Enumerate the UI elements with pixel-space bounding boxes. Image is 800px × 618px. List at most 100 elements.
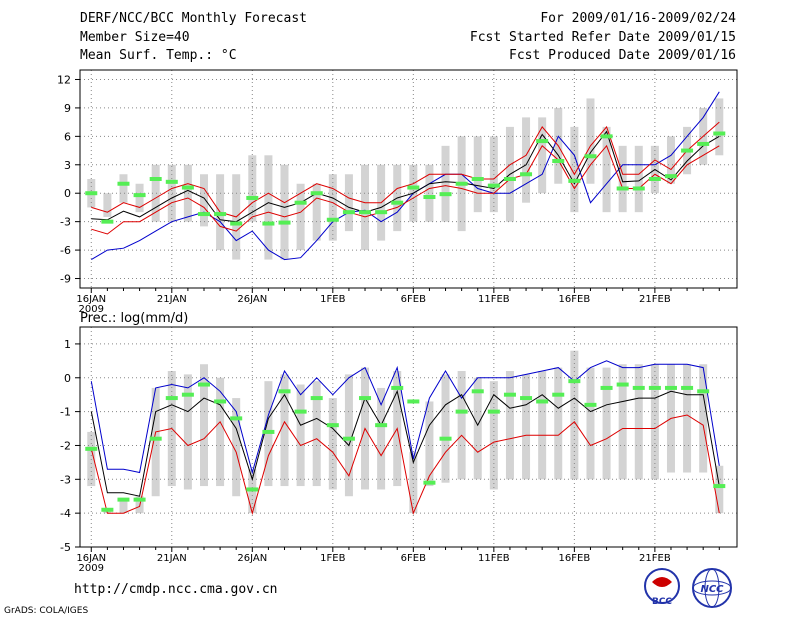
ensemble-box (119, 499, 128, 514)
observation-marker (85, 446, 98, 451)
observation-marker (664, 174, 677, 179)
observation-marker (278, 389, 291, 394)
ncc-logo-icon: NCC (692, 568, 732, 608)
temperature-panel: -9 -6 -3 0 3 6 9 12 16JAN 21JAN 26JAN 1FEB 6FEB 11FEB… (57, 69, 738, 315)
ensemble-box (409, 452, 418, 514)
produced-date: Fcst Produced Date 2009/01/16 (509, 48, 736, 63)
observation-marker (536, 139, 549, 144)
ensemble-box (522, 117, 531, 203)
observation-marker (181, 392, 194, 397)
ensemble-box (602, 126, 611, 213)
ensemble-box (457, 371, 466, 480)
observation-marker (165, 179, 178, 184)
lower-percentile-line (91, 144, 720, 235)
x-tick-label: 6FEB (401, 294, 426, 305)
ensemble-box (505, 371, 514, 480)
ensemble-box (425, 164, 434, 222)
observation-marker (503, 392, 516, 397)
ensemble-box (151, 164, 160, 222)
observation-marker (117, 497, 130, 502)
ensemble-box (296, 183, 305, 251)
observation-marker (407, 185, 420, 190)
variable-label: Mean Surf. Temp.: °C (80, 48, 237, 63)
x-tick-label: 11FEB (478, 294, 510, 305)
observation-marker (681, 148, 694, 153)
observation-marker (616, 186, 629, 191)
observation-marker (552, 158, 565, 163)
observation-marker (230, 221, 243, 226)
observation-marker (439, 436, 452, 441)
mean-line (90, 389, 720, 497)
x-tick-label: 1FEB (320, 294, 345, 305)
observation-marker (165, 396, 178, 401)
ensemble-box (296, 384, 305, 487)
observation-marker (439, 192, 452, 197)
ensemble-box (344, 374, 353, 497)
x-tick-label: 16JAN (76, 553, 106, 564)
x-year-label: 2009 (79, 304, 104, 315)
observation-marker (149, 436, 162, 441)
ensemble-box (312, 183, 321, 241)
observation-marker (697, 389, 710, 394)
ensemble-box (634, 145, 643, 213)
observation-marker (536, 399, 549, 404)
ensemble-box (119, 174, 128, 203)
observation-marker (520, 172, 533, 177)
observation-marker (342, 210, 355, 215)
observation-marker (520, 396, 533, 401)
x-tick-label: 16FEB (559, 553, 591, 564)
ensemble-box (216, 377, 225, 487)
ensemble-box (538, 371, 547, 480)
observation-marker (230, 416, 243, 421)
plot-frame (79, 326, 738, 548)
y-tick-label: 9 (64, 102, 71, 115)
observation-marker (584, 402, 597, 407)
ncc-logo-text: NCC (700, 584, 724, 595)
observation-marker (197, 212, 210, 217)
ensemble-box (618, 364, 627, 480)
forecast-period: For 2009/01/16-2009/02/24 (540, 11, 736, 26)
x-tick-label: 1FEB (320, 553, 345, 564)
observation-marker (133, 193, 146, 198)
x-tick-label: 6FEB (401, 553, 426, 564)
observation-marker (101, 507, 114, 512)
ensemble-box (538, 117, 547, 194)
y-tick-label: -5 (60, 541, 71, 554)
ensemble-box (232, 398, 241, 497)
ensemble-box (586, 367, 595, 480)
observation-marker (632, 385, 645, 390)
observation-marker (262, 429, 275, 434)
ensemble-box (103, 193, 112, 217)
observation-marker (423, 480, 436, 485)
mean-line (91, 130, 720, 223)
y-tick-label: 0 (64, 187, 71, 200)
ensemble-box (473, 136, 482, 213)
observation-marker (359, 396, 372, 401)
ensemble-box (361, 164, 370, 251)
source-url[interactable]: http://cmdp.ncc.cma.gov.cn (74, 582, 278, 597)
observation-marker (552, 392, 565, 397)
ensemble-box (586, 98, 595, 184)
ensemble-box (522, 374, 531, 480)
observation-marker (246, 195, 259, 200)
observation-marker (214, 399, 227, 404)
start-date: Fcst Started Refer Date 2009/01/15 (469, 30, 736, 45)
observation-marker (326, 217, 339, 222)
ensemble-box (634, 364, 643, 480)
observation-marker (471, 389, 484, 394)
observation-marker (632, 186, 645, 191)
y-tick-label: -2 (60, 439, 71, 452)
ensemble-box (199, 364, 208, 487)
observation-marker (117, 181, 130, 186)
ensemble-box (199, 174, 208, 227)
observation-marker (568, 379, 581, 384)
observation-marker (697, 141, 710, 146)
observation-marker (375, 423, 388, 428)
x-tick-label: 11FEB (478, 553, 510, 564)
ensemble-box (328, 174, 337, 241)
observation-marker (197, 382, 210, 387)
ensemble-box (183, 374, 192, 490)
observation-marker (664, 385, 677, 390)
observation-marker (487, 183, 500, 188)
y-tick-label: -9 (60, 273, 71, 286)
